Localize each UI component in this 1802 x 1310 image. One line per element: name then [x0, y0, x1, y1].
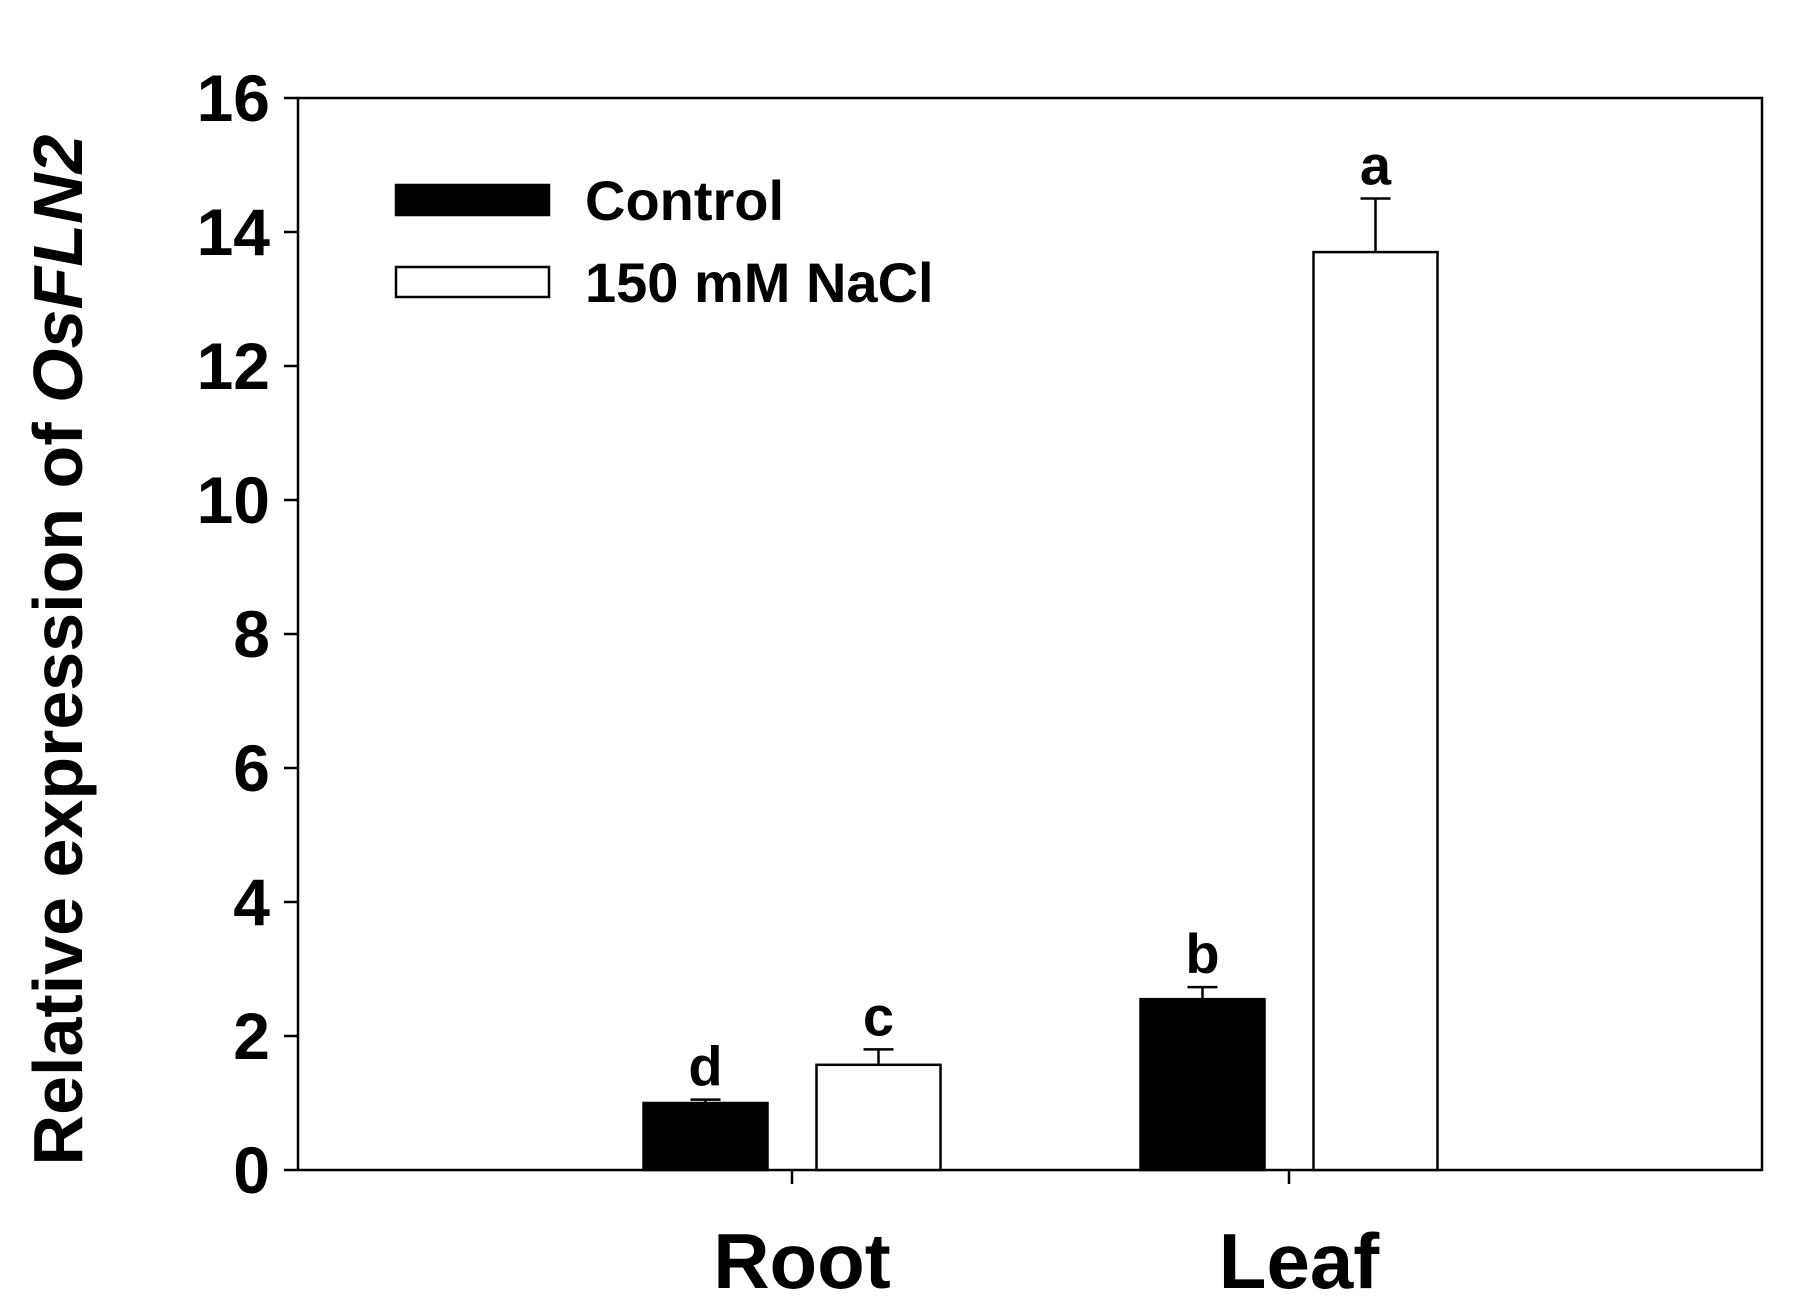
y-tick-label: 10 [197, 463, 270, 537]
bar [815, 1063, 942, 1172]
x-tick-label: Leaf [1219, 1217, 1380, 1305]
bar [642, 1101, 769, 1172]
bar [1139, 997, 1266, 1172]
bar [1312, 250, 1439, 1172]
x-tick-label: Root [713, 1217, 891, 1305]
y-tick-label: 8 [233, 597, 270, 671]
legend-label: Control [585, 169, 784, 232]
y-tick-label: 16 [197, 61, 270, 135]
plot-area [296, 96, 1764, 1172]
y-tick-label: 6 [233, 731, 270, 805]
y-axis-title: Relative expression of OsFLN2 [19, 134, 97, 1165]
y-tick-label: 2 [233, 999, 270, 1073]
x-axis: Root Leaf [713, 1170, 1380, 1305]
y-tick-label: 4 [233, 865, 270, 939]
y-axis-title-gene: OsFLN2 [19, 134, 97, 402]
legend: Control 150 mM NaCl [394, 169, 934, 314]
significance-label: a [1360, 134, 1392, 197]
plot-frame [296, 96, 1764, 1172]
y-axis: 0 2 4 6 8 10 12 14 16 [197, 61, 298, 1207]
significance-label: d [688, 1035, 722, 1098]
legend-swatch [394, 183, 551, 217]
y-axis-title-prefix: Relative expression of [19, 403, 97, 1166]
y-tick-label: 14 [197, 195, 271, 269]
significance-label: b [1185, 922, 1219, 985]
legend-label: 150 mM NaCl [585, 251, 934, 314]
y-tick-label: 0 [233, 1133, 270, 1207]
legend-swatch [394, 265, 551, 299]
significance-label: c [863, 984, 894, 1047]
bars: d b c a [642, 134, 1439, 1172]
y-tick-label: 12 [197, 329, 270, 403]
